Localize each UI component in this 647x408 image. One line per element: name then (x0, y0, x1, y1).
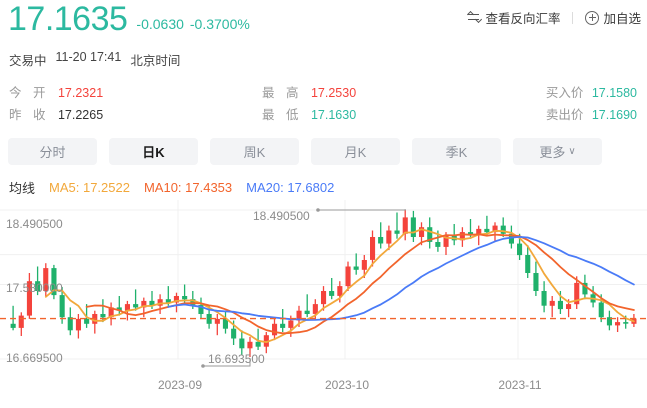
stat-open-value: 17.2321 (57, 86, 104, 100)
tab-quarterly-label: 季K (445, 145, 468, 160)
stat-open-key: 今 开 (9, 86, 50, 100)
divider (572, 11, 574, 24)
x-axis-label-1: 2023-10 (324, 378, 370, 392)
tab-minute[interactable]: 分时 (8, 138, 97, 165)
y-axis-label-mid: 17.580000 (6, 281, 63, 295)
tab-weekly[interactable]: 周K (210, 138, 299, 165)
tab-weekly-label: 周K (243, 145, 266, 160)
candlestick-chart[interactable] (0, 200, 647, 375)
chart-canvas (0, 200, 647, 368)
y-axis-label-top: 18.490500 (6, 217, 63, 231)
stat-prevclose-key: 昨 收 (9, 108, 50, 122)
tab-minute-label: 分时 (39, 145, 66, 160)
change-absolute: -0.0630 (136, 16, 184, 32)
view-inverse-rate-button[interactable]: 查看反向汇率 (467, 8, 561, 27)
trading-status: 交易中 (9, 54, 47, 68)
stat-prevclose: 昨 收 17.2265 (9, 104, 103, 123)
change-group: -0.0630 -0.3700% (136, 16, 249, 36)
period-tabs: 分时 日K 周K 月K 季K 更多 ∨ (8, 138, 602, 165)
low-annotation: 16.693500 (208, 352, 265, 366)
tab-more-label: 更多 (539, 145, 566, 160)
stats-grid: 今 开 17.2321 昨 收 17.2265 最 高 17.2530 最 低 … (0, 80, 647, 124)
quote-datetime: 11-20 17:41 (55, 50, 122, 64)
ma-legend-title: 均线 (9, 181, 36, 196)
ma5-value: MA5: 17.2522 (49, 180, 130, 195)
chevron-down-icon: ∨ (568, 146, 576, 157)
quote-timezone: 北京时间 (130, 54, 181, 68)
x-axis: 2023-09 2023-10 2023-11 (0, 378, 647, 398)
stat-bid-key: 买入价 (545, 86, 584, 100)
stat-high: 最 高 17.2530 (262, 82, 356, 101)
add-watchlist-label: 加自选 (603, 12, 641, 26)
plus-circle-icon (585, 10, 600, 25)
y-axis-label-bottom: 16.669500 (6, 351, 63, 365)
x-axis-label-2: 2023-11 (498, 378, 542, 392)
quote-header: 17.1635 -0.0630 -0.3700% (8, 2, 250, 36)
stat-high-key: 最 高 (262, 86, 303, 100)
tab-daily-label: 日K (142, 145, 165, 160)
ma10-value: MA10: 17.4353 (143, 180, 233, 195)
view-inverse-rate-label: 查看反向汇率 (485, 12, 561, 26)
stat-bid-value: 17.1580 (591, 86, 637, 100)
status-line: 交易中 11-20 17:41 北京时间 (9, 50, 180, 69)
high-annotation: 18.490500 (253, 209, 310, 223)
tab-more[interactable]: 更多 ∨ (513, 138, 602, 165)
stat-ask-value: 17.1690 (591, 108, 637, 122)
add-watchlist-button[interactable]: 加自选 (585, 8, 641, 27)
change-percent: -0.3700% (189, 16, 250, 32)
swap-icon (467, 11, 483, 24)
tab-quarterly[interactable]: 季K (412, 138, 501, 165)
tab-monthly-label: 月K (344, 145, 367, 160)
stat-low-key: 最 低 (262, 108, 303, 122)
stat-prevclose-value: 17.2265 (57, 108, 104, 122)
ma-legend: 均线 MA5: 17.2522 MA10: 17.4353 MA20: 17.6… (9, 178, 334, 197)
tab-monthly[interactable]: 月K (311, 138, 400, 165)
stat-ask-key: 卖出价 (545, 108, 584, 122)
stat-open: 今 开 17.2321 (9, 82, 103, 101)
ma20-value: MA20: 17.6802 (246, 180, 335, 195)
x-axis-label-0: 2023-09 (157, 378, 203, 392)
stat-ask: 卖出价 17.1690 (546, 104, 637, 123)
header-actions: 查看反向汇率 加自选 (467, 8, 641, 27)
tab-daily[interactable]: 日K (109, 138, 198, 165)
stat-high-value: 17.2530 (310, 86, 357, 100)
last-price: 17.1635 (8, 0, 128, 38)
stat-bid: 买入价 17.1580 (546, 82, 637, 101)
stat-low: 最 低 17.1630 (262, 104, 356, 123)
stat-low-value: 17.1630 (310, 108, 357, 122)
